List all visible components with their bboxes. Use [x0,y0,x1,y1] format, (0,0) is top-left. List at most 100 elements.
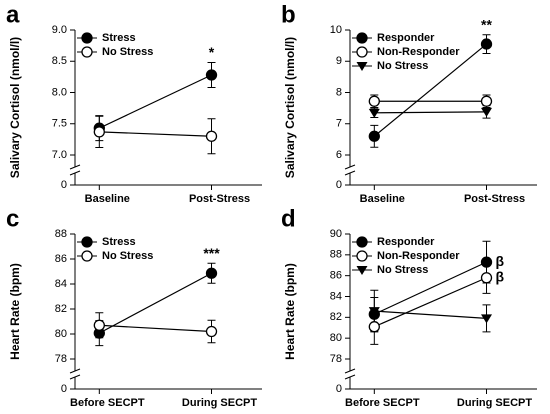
y-tick-label: 78 [330,353,342,365]
y-tick-label: 82 [330,311,342,323]
annotation: ** [481,16,492,32]
y-tick-label: 80 [330,332,342,344]
y-tick-label: 88 [55,228,67,240]
y-axis-label: Heart Rate (bpm) [283,263,297,360]
marker [356,266,368,275]
y-tick-label: 10 [330,24,342,36]
annotation: *** [203,245,220,261]
annotation: * [209,44,215,60]
y-tick-label: 7 [336,118,342,130]
annotation: β [496,268,505,284]
marker [81,250,93,262]
y-tick-label: 80 [55,328,67,340]
marker [368,95,380,107]
series-line [99,324,212,333]
x-tick-label: Post-Stress [464,193,525,205]
legend-label: Responder [377,32,435,44]
series-line [99,272,212,334]
marker [480,38,493,50]
marker [205,325,218,338]
y-tick-label: 84 [55,278,67,290]
y-tick-label: 7.5 [52,118,67,130]
axis-break-mark [69,170,81,176]
y-tick-label: 86 [55,253,67,265]
annotation: β [496,253,505,269]
marker [368,108,380,118]
marker [81,46,93,58]
x-tick-label: During SECPT [457,397,532,409]
axis-break-mark [344,374,356,380]
y-tick-label: 82 [55,303,67,315]
marker [481,314,493,324]
y-tick-label: 8.5 [52,55,67,67]
series-line [374,261,487,315]
marker [93,126,105,138]
marker [480,256,493,268]
marker [205,267,218,279]
panel-label: a [6,1,20,28]
x-tick-label: During SECPT [182,397,257,409]
marker [356,250,368,262]
y-axis-label: Salivary Cortisol (nmol/l) [283,37,297,178]
x-tick-label: Post-Stress [189,193,250,205]
x-tick-label: Baseline [360,193,405,205]
y-tick-label: 0 [336,383,342,395]
legend-label: No Stress [377,264,428,276]
marker [368,307,380,317]
y-axis-label: Salivary Cortisol (nmol/l) [8,37,22,178]
marker [481,107,493,117]
y-tick-label: 8 [336,86,342,98]
legend-label: No Stress [102,46,153,58]
marker [356,62,368,71]
y-axis-label: Heart Rate (bpm) [8,263,22,360]
marker [368,130,380,142]
y-tick-label: 9.0 [52,24,67,36]
y-tick-label: 88 [330,249,342,261]
series-line [374,277,487,328]
y-tick-label: 7.0 [52,149,67,161]
axis-break-mark [344,170,356,176]
axis-break-mark [344,164,356,170]
legend-label: Non-Responder [377,250,460,262]
marker [81,236,93,248]
legend-label: No Stress [102,250,153,262]
marker [368,321,380,333]
series-line [373,43,487,137]
y-tick-label: 90 [330,228,342,240]
legend-label: Non-Responder [377,46,460,58]
legend-label: Stress [102,236,136,248]
axis-break-gap [345,167,355,173]
axis-break-gap [345,371,355,377]
marker [356,32,368,44]
panel-label: d [281,205,296,232]
series-line [99,131,212,137]
marker [205,69,218,81]
marker [356,236,368,248]
marker [356,46,368,58]
series-line [374,310,487,319]
marker [205,130,218,142]
marker [93,319,105,331]
marker [480,272,493,284]
y-tick-label: 0 [61,179,67,191]
axis-break-gap [70,371,80,377]
axis-break-gap [70,167,80,173]
y-tick-label: 0 [336,179,342,191]
y-tick-label: 78 [55,353,67,365]
axis-break-mark [69,368,81,374]
x-tick-label: Before SECPT [345,397,420,409]
axis-break-mark [344,368,356,374]
y-tick-label: 0 [61,383,67,395]
panel-label: b [281,1,296,28]
legend-label: Responder [377,236,435,248]
x-tick-label: Baseline [85,193,130,205]
axis-break-mark [69,374,81,380]
y-tick-label: 84 [330,290,342,302]
marker [480,95,493,107]
series-line [99,74,212,129]
x-tick-label: Before SECPT [70,397,145,409]
panel-label: c [6,205,19,232]
legend-label: Stress [102,32,136,44]
marker [81,32,93,44]
